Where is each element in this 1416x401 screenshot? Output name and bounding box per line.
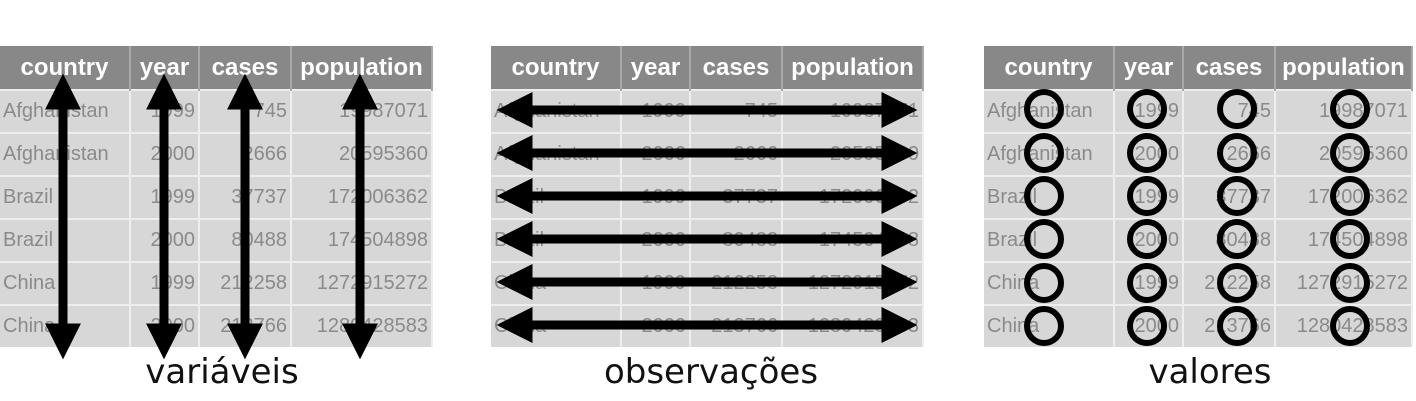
value-circle [1127,263,1167,303]
vertical-arrows-overlay [45,73,378,360]
column-header: cases [1183,46,1276,90]
value-circle [1217,176,1257,216]
value-circle [1330,89,1370,129]
value-circle [1330,219,1370,259]
table-cell: 2000 [1114,304,1184,347]
value-circle [1217,219,1257,259]
horizontal-arrows-overlay [496,92,918,343]
value-circle [1330,176,1370,216]
panel-observations: country year cases population Afghanista… [491,0,924,401]
value-circle [1127,89,1167,129]
table-cell: 172006362 [1275,175,1413,219]
caption-values: valores [1148,352,1272,392]
value-circle [1024,306,1064,346]
column-header: country [984,46,1115,90]
circles-overlay [1024,89,1370,346]
value-circle [1127,219,1167,259]
table-cell: 20595360 [1275,132,1413,176]
value-circle [1127,133,1167,173]
value-circle [1330,263,1370,303]
caption-observations: observações [603,352,819,392]
column-header: population [1275,46,1413,90]
value-circle [1024,263,1064,303]
value-circle [1330,306,1370,346]
value-circle [1024,176,1064,216]
caption-variables: variáveis [145,352,299,392]
value-circle [1127,306,1167,346]
value-circle [1217,263,1257,303]
value-circle [1024,219,1064,259]
value-circle [1024,133,1064,173]
column-header: year [621,46,691,90]
table-cell: 1280428583 [1275,304,1413,347]
value-circle [1217,89,1257,129]
value-circle [1330,133,1370,173]
value-circle [1217,133,1257,173]
table-cell: 1999 [1114,89,1184,133]
column-header: population [291,46,433,90]
column-header: cases [690,46,783,90]
header-row: country year cases population [984,46,1413,90]
panel-variables: country year cases population Afghanista… [0,0,433,401]
header-row: country year cases population [491,46,924,90]
value-circle [1024,89,1064,129]
column-header: population [782,46,924,90]
column-header: cases [199,46,292,90]
value-circle [1217,306,1257,346]
value-circle [1127,176,1167,216]
column-header: year [1114,46,1184,90]
panel-values: country year cases population Afghanista… [984,0,1416,401]
column-header: country [491,46,622,90]
